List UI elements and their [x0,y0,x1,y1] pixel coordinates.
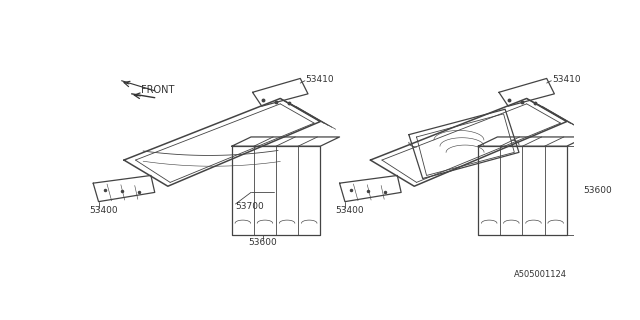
Text: 53410: 53410 [552,76,580,84]
Text: 53400: 53400 [336,206,364,215]
Text: 53400: 53400 [90,206,118,215]
Text: 53410: 53410 [306,76,334,84]
Text: A505001124: A505001124 [514,270,566,279]
Text: 53600: 53600 [248,238,277,247]
Text: 53700: 53700 [236,202,264,211]
Text: FRONT: FRONT [141,85,174,95]
Text: 53600: 53600 [584,186,612,195]
